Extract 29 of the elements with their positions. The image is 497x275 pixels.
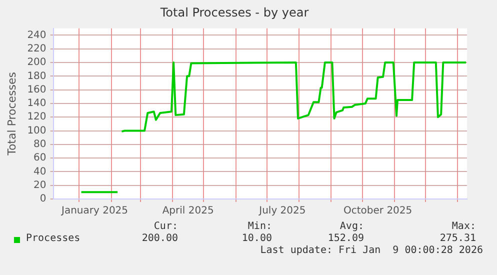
y-tick-label: 40: [34, 166, 46, 178]
x-tick-label: January 2025: [60, 206, 128, 217]
y-tick-label: 0: [40, 194, 46, 205]
y-tick-label: 100: [27, 125, 46, 136]
x-tick-label: July 2025: [258, 206, 306, 217]
y-tick-label: 120: [27, 112, 46, 123]
text: Last update: Fri Jan 9 00:00:28 2026: [260, 245, 483, 256]
text: Max:: [452, 221, 476, 232]
legend-label: Processes: [26, 233, 80, 244]
y-tick-label: 140: [27, 98, 46, 110]
text: 275.31: [440, 233, 476, 244]
text: 152.09: [328, 233, 364, 244]
chart-title: Total Processes - by year: [159, 5, 309, 20]
text: 200.00: [142, 233, 178, 244]
y-tick-label: 220: [27, 43, 46, 54]
y-axis-title: Total Processes: [5, 72, 18, 156]
text: Cur:: [154, 221, 178, 232]
y-tick-label: 60: [34, 152, 46, 164]
x-tick-label: April 2025: [162, 206, 214, 217]
text: Min:: [248, 221, 272, 232]
y-tick-label: 240: [27, 30, 46, 41]
text: 10.00: [242, 233, 272, 244]
y-tick-label: 20: [34, 180, 46, 191]
y-tick-label: 160: [27, 84, 46, 96]
text: Avg:: [340, 221, 364, 232]
x-tick-label: October 2025: [344, 206, 412, 217]
y-tick-label: 80: [34, 139, 46, 150]
y-tick-label: 200: [27, 57, 46, 68]
y-tick-label: 180: [27, 70, 46, 82]
